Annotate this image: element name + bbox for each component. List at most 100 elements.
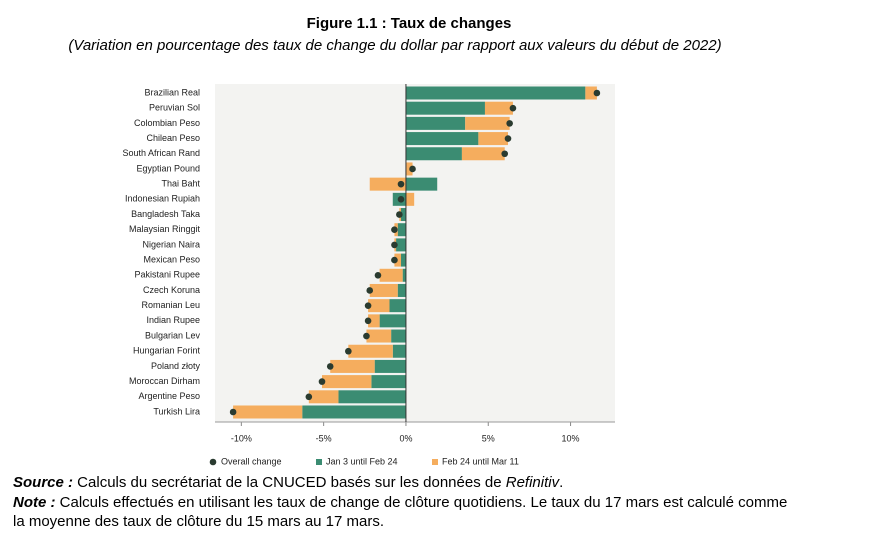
- overall-dot: [409, 165, 416, 173]
- overall-dot: [501, 150, 509, 158]
- overall-dot: [593, 89, 601, 97]
- category-label: Indian Rupee: [146, 315, 200, 325]
- category-label: Mexican Peso: [143, 254, 200, 264]
- source-text: Calculs du secrétariat de la CNUCED basé…: [73, 474, 506, 491]
- bar-segment: [330, 359, 375, 373]
- category-label: Poland złoty: [151, 361, 201, 371]
- overall-dot: [506, 120, 513, 127]
- bar-segment: [369, 283, 398, 297]
- category-label: Indonesian Rupiah: [125, 194, 200, 204]
- category-label: Colombian Peso: [134, 118, 200, 128]
- category-label: Pakistani Rupee: [134, 270, 200, 280]
- bar-segment: [405, 147, 462, 161]
- bar-segment: [233, 405, 303, 419]
- category-label: Nigerian Naira: [142, 239, 200, 249]
- legend-label: Jan 3 until Feb 24: [326, 456, 398, 466]
- bar-segment: [302, 405, 406, 419]
- overall-dot: [391, 256, 398, 264]
- source-emph: Refinitiv: [506, 474, 561, 491]
- bar-segment: [405, 177, 438, 191]
- x-tick-label: 5%: [482, 433, 495, 443]
- category-label: Egyptian Pound: [136, 163, 200, 173]
- category-label: Romanian Leu: [141, 300, 200, 310]
- bar-segment: [391, 329, 406, 343]
- bar-segment: [392, 344, 406, 358]
- bar-segment: [368, 314, 380, 328]
- x-tick-label: 10%: [562, 433, 580, 443]
- bar-segment: [369, 177, 406, 191]
- x-tick-label: 0%: [399, 433, 412, 443]
- overall-dot: [229, 408, 237, 416]
- legend-swatch: [432, 459, 438, 465]
- overall-dot: [364, 302, 372, 309]
- bar-segment: [478, 132, 509, 146]
- overall-dot: [397, 196, 405, 203]
- bar-segment: [397, 223, 406, 237]
- overall-dot: [326, 363, 334, 370]
- bar-segment: [366, 329, 392, 343]
- category-label: South African Rand: [122, 148, 200, 158]
- x-tick-label: -10%: [231, 433, 252, 443]
- bar-segment: [405, 116, 466, 130]
- bar-segment: [396, 238, 406, 252]
- category-label: Peruvian Sol: [149, 103, 200, 113]
- note-text: Calculs effectués en utilisant les taux …: [56, 494, 788, 511]
- category-label: Thai Baht: [161, 179, 200, 189]
- overall-dot: [391, 226, 398, 234]
- bar-segment: [405, 192, 415, 206]
- bar-segment: [374, 359, 406, 373]
- bar-segment: [379, 268, 403, 282]
- note-line: la moyenne des taux de clôture du 15 mar…: [13, 513, 384, 530]
- overall-dot: [509, 104, 517, 112]
- legend-label: Overall change: [221, 456, 282, 466]
- bar-segment: [405, 101, 485, 115]
- bar-segment: [465, 116, 510, 130]
- bar-segment: [405, 86, 586, 100]
- bar-segment: [484, 101, 513, 115]
- overall-dot: [374, 271, 382, 279]
- overall-dot: [391, 241, 398, 249]
- overall-dot: [396, 211, 403, 218]
- overall-dot: [305, 393, 313, 401]
- note-label: Note :: [13, 494, 56, 511]
- source: Source : Calculs du secrétariat de la CN…: [13, 474, 563, 491]
- bar-segment: [371, 375, 406, 389]
- bar-segment: [379, 314, 406, 328]
- category-label: Brazilian Real: [144, 87, 200, 97]
- category-label: Moroccan Dirham: [129, 376, 200, 386]
- bar-segment: [401, 208, 406, 222]
- x-tick-label: -5%: [316, 433, 332, 443]
- note: Note : Calculs effectués en utilisant le…: [13, 494, 787, 511]
- bar-segment: [402, 268, 406, 282]
- source-label: Source :: [13, 474, 73, 491]
- source-end: .: [559, 474, 563, 491]
- overall-dot: [318, 378, 326, 385]
- category-label: Argentine Peso: [138, 391, 200, 401]
- bar-segment: [368, 299, 390, 313]
- category-label: Hungarian Forint: [133, 346, 201, 356]
- bar-segment: [348, 344, 393, 358]
- bar-segment: [389, 299, 406, 313]
- bar-segment: [405, 132, 479, 146]
- legend-swatch: [209, 458, 217, 466]
- overall-dot: [504, 135, 512, 142]
- overall-dot: [364, 317, 372, 325]
- chart-title: Figure 1.1 : Taux de changes: [307, 15, 512, 32]
- category-label: Bangladesh Taka: [131, 209, 200, 219]
- category-label: Bulgarian Lev: [145, 330, 201, 340]
- bar-segment: [401, 253, 406, 267]
- bar-segment: [308, 390, 339, 404]
- overall-dot: [366, 287, 374, 294]
- overall-dot: [397, 180, 405, 188]
- category-label: Czech Koruna: [143, 285, 200, 295]
- bar-segment: [338, 390, 406, 404]
- overall-dot: [363, 332, 370, 340]
- legend-label: Feb 24 until Mar 11: [442, 456, 519, 466]
- bar-segment: [585, 86, 597, 100]
- legend-swatch: [316, 459, 322, 465]
- overall-dot: [345, 347, 352, 355]
- bar-segment: [397, 283, 406, 297]
- category-label: Malaysian Ringgit: [129, 224, 201, 234]
- category-label: Turkish Lira: [153, 406, 200, 416]
